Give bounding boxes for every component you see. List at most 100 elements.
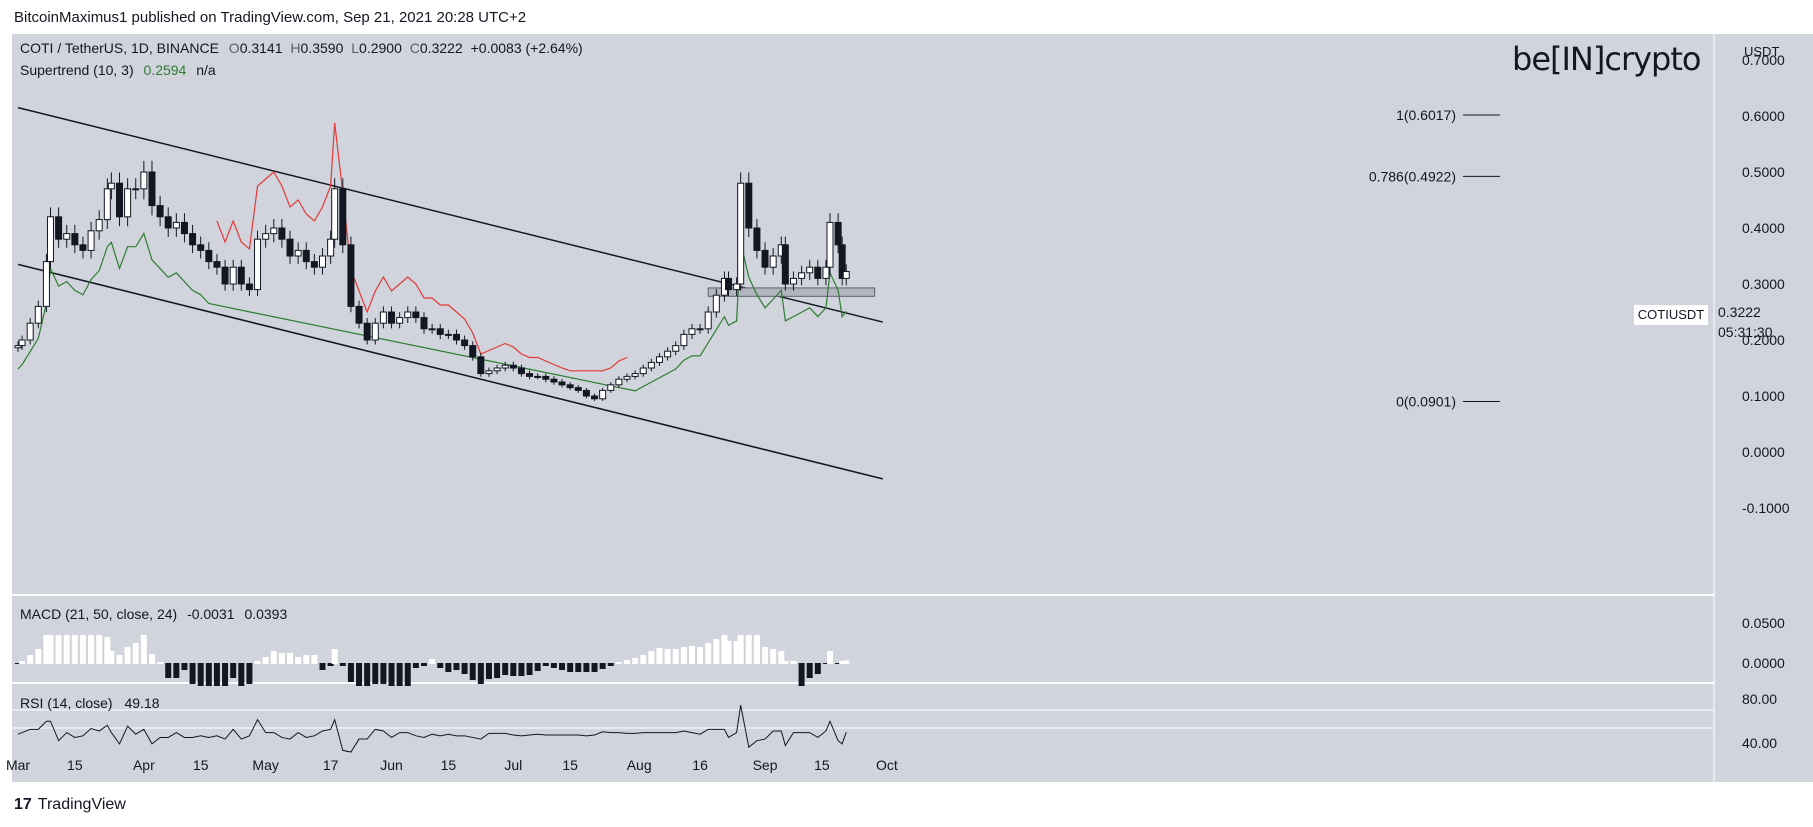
candle-body [664, 350, 672, 358]
macd-bar [753, 635, 760, 664]
candle-body [838, 244, 846, 279]
candle-body [254, 238, 262, 291]
macd-bar [270, 651, 277, 664]
macd-bar [453, 663, 460, 670]
candle-body [331, 188, 339, 240]
macd-bar [429, 659, 436, 664]
time-tick: 17 [323, 757, 339, 773]
macd-bar [108, 651, 115, 664]
time-tick: 15 [814, 757, 830, 773]
candle-body [566, 384, 574, 389]
macd-bar [713, 639, 720, 664]
supertrend-extra: n/a [196, 62, 216, 78]
price-axis[interactable] [1714, 34, 1813, 782]
macd-bar [43, 635, 50, 664]
candle-body [574, 387, 582, 391]
candle-body [806, 266, 814, 274]
rsi-legend: RSI (14, close) 49.18 [20, 695, 160, 711]
candle-body [688, 328, 696, 335]
macd-bar [189, 663, 196, 684]
macd-bar [205, 663, 212, 686]
candle-body [655, 356, 663, 363]
candle-body [164, 216, 172, 229]
macd-bar [843, 660, 850, 664]
fib-level-label: 1(0.6017) [1396, 107, 1456, 123]
macd-value-2: 0.0393 [244, 606, 288, 622]
low-label: L [351, 40, 360, 56]
candle-body [485, 370, 493, 375]
macd-bar [47, 635, 54, 664]
candle-body [623, 375, 631, 380]
open-label: O [228, 40, 240, 56]
candle-body [103, 188, 111, 221]
rsi-tick: 80.00 [1742, 691, 1777, 707]
change-value: +0.0083 (+2.64%) [470, 40, 583, 56]
time-tick: Sep [753, 757, 778, 773]
candle-body [26, 322, 34, 341]
macd-bar [311, 655, 318, 664]
macd-bar [104, 637, 111, 664]
candle-body [116, 182, 123, 218]
candle-body [725, 277, 732, 291]
macd-bar [737, 635, 744, 664]
time-tick: May [252, 757, 278, 773]
macd-bar [35, 649, 42, 664]
macd-bar [607, 663, 614, 666]
candle-body [534, 375, 542, 378]
candle-body [140, 171, 148, 190]
candle-body [237, 266, 245, 285]
macd-bar [140, 635, 147, 664]
macd-bar [624, 660, 630, 664]
close-value: 0.3222 [419, 40, 463, 56]
candle-body [733, 283, 741, 291]
macd-bar [798, 663, 805, 686]
price-tick: 0.0000 [1742, 444, 1785, 460]
candle-body [95, 219, 103, 232]
supertrend-up-line [17, 232, 847, 392]
candle-body [172, 221, 180, 229]
candle-body [197, 244, 205, 251]
candle-body [599, 389, 607, 400]
time-tick: Oct [876, 757, 898, 773]
candle-body [461, 339, 469, 347]
macd-bar [640, 655, 647, 664]
candle-body [132, 188, 140, 191]
macd-bar [372, 663, 379, 684]
candle-body [180, 221, 188, 235]
candle-body [704, 311, 712, 330]
macd-bar [262, 657, 269, 664]
macd-bar [19, 661, 26, 664]
macd-bar [680, 647, 687, 664]
beincrypto-logo: be[IN]crypto [1512, 40, 1701, 78]
time-tick: 15 [441, 757, 457, 773]
macd-bar [697, 647, 704, 664]
macd-bar [412, 663, 419, 668]
time-tick: Mar [6, 757, 30, 773]
candle-body [814, 266, 822, 279]
candle-body [591, 395, 599, 400]
candle-body [347, 244, 355, 307]
candle-body [87, 230, 95, 251]
macd-bar [822, 663, 829, 664]
macd-bar [319, 663, 326, 670]
time-tick: 15 [562, 757, 578, 773]
price-tick: 0.4000 [1742, 220, 1785, 236]
candle-body [842, 271, 850, 279]
macd-bar [364, 663, 371, 686]
candle-body [647, 361, 655, 369]
macd-bar [656, 648, 663, 664]
candle-body [798, 272, 806, 279]
macd-bar [485, 663, 492, 679]
macd-tick: 0.0000 [1742, 655, 1785, 671]
candle-body [436, 328, 444, 335]
candle-body [355, 305, 363, 324]
candle-body [607, 384, 615, 391]
macd-bar [542, 663, 549, 666]
macd-bar [88, 635, 95, 664]
macd-bar [437, 663, 444, 668]
macd-bar [575, 663, 582, 672]
macd-bar [347, 663, 354, 682]
candle-body [542, 375, 550, 380]
tradingview-brand: TradingView [37, 796, 126, 813]
